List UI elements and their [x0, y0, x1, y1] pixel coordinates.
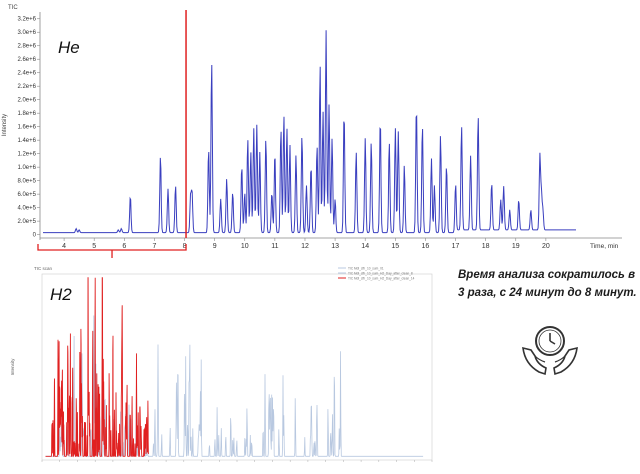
- legend-entry: TIC Mdl_cfh_10_sum_01: [348, 267, 384, 271]
- legend-entry: TIC Mdl_cfh_10_sum_H2_Day_after_clean_8: [348, 272, 413, 276]
- y-tick-label: 0: [33, 233, 37, 239]
- x-tick-label: 6: [122, 243, 126, 250]
- y-tick-label: 6.0e+5: [17, 192, 36, 198]
- legend-entry: TIC Mdl_cfh_10_sum_H2_Day_after_clean_14: [348, 277, 415, 281]
- x-tick-label: 15: [391, 243, 399, 250]
- y-tick-label: 1.4e+6: [17, 138, 36, 144]
- y-tick-label: 2.0e+5: [17, 219, 36, 225]
- y-tick-label: 4.0e+5: [17, 206, 36, 212]
- y-tick-label: 2.4e+6: [17, 71, 36, 77]
- time-range-bracket: [37, 244, 187, 258]
- x-tick-label: 17: [452, 243, 460, 250]
- y-tick-label: 3.2e+6: [17, 17, 36, 23]
- clock-in-hands-icon: [515, 312, 585, 382]
- x-tick-label: 9: [213, 243, 217, 250]
- x-tick-label: 20: [542, 243, 550, 250]
- y-tick-label: 1.2e+6: [17, 152, 36, 158]
- x-tick-label: 19: [512, 243, 520, 250]
- x-tick-label: 7: [152, 243, 156, 250]
- x-tick-label: 16: [422, 243, 430, 250]
- x-tick-label: 10: [241, 243, 249, 250]
- x-tick-label: 14: [361, 243, 369, 250]
- x-tick-label: 13: [331, 243, 339, 250]
- x-axis-label: Time, min: [590, 243, 619, 250]
- y-tick-label: 2.2e+6: [17, 84, 36, 90]
- y-tick-label: 1.6e+6: [17, 125, 36, 131]
- y-tick-label: 1.8e+6: [17, 111, 36, 117]
- chart-title: TIC scan: [34, 266, 53, 271]
- chart-title: TIC: [8, 5, 18, 11]
- x-tick-label: 12: [301, 243, 309, 250]
- x-tick-label: 11: [271, 243, 278, 250]
- y-tick-label: 2.8e+6: [17, 44, 36, 50]
- he-carrier-gas-label: He: [58, 38, 80, 57]
- y-tick-label: 2.6e+6: [17, 57, 36, 63]
- he-chromatogram-chart: TIC Intensity 0 2.0e+5 4.0e+5 6.0e+5 8.0e+5 1.0…: [2, 5, 622, 258]
- y-tick-label: 3.0e+6: [17, 30, 36, 36]
- x-tick-label: 4: [62, 243, 66, 250]
- analysis-time-callout: Время анализа сократилось в 3 раза, с 24…: [458, 269, 637, 299]
- y-tick-label: 1.0e+6: [17, 165, 36, 171]
- he-tic-trace: [43, 30, 576, 234]
- h2-tic-trace: [45, 277, 149, 458]
- y-axis-label: Intensity: [10, 358, 15, 376]
- y-tick-label: 2.0e+6: [17, 98, 36, 104]
- x-tick-label: 5: [92, 243, 96, 250]
- x-tick-label: 8: [183, 243, 187, 250]
- y-axis-label: Intensity: [2, 114, 8, 136]
- h2-carrier-gas-label: H2: [50, 285, 72, 304]
- y-tick-label: 8.0e+5: [17, 179, 36, 185]
- x-tick-label: 18: [482, 243, 490, 250]
